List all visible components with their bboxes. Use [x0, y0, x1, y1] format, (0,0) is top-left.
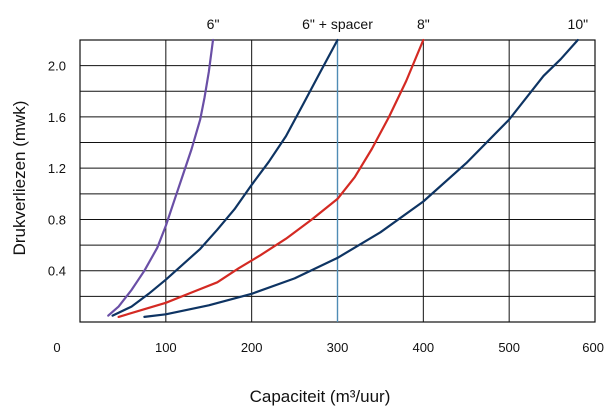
x-tick-label: 400	[412, 340, 434, 355]
series-labels: 6" 6" + spacer 8" 10"	[207, 16, 588, 32]
series-line-0	[107, 38, 215, 317]
x-tick-label: 100	[155, 340, 177, 355]
x-tick-label: 600	[582, 340, 604, 355]
y-axis-title: Drukverliezen (mwk)	[10, 101, 29, 256]
y-tick-label: 1.6	[48, 110, 66, 125]
series-label-1: 6" + spacer	[302, 16, 373, 32]
y-tick-label: 2.0	[48, 59, 66, 74]
x-tick-label: 200	[241, 340, 263, 355]
y-tick-label: 0.8	[48, 212, 66, 227]
y-tick-label: 0.4	[48, 264, 66, 279]
x-tick-label: 0	[53, 340, 60, 355]
x-tick-label: 300	[327, 340, 349, 355]
chart-series	[107, 38, 579, 318]
y-tick-label: 1.2	[48, 161, 66, 176]
series-label-3: 10"	[568, 16, 589, 32]
x-axis-title: Capaciteit (m³/uur)	[250, 387, 391, 406]
x-tick-label: 500	[498, 340, 520, 355]
series-label-0: 6"	[207, 16, 220, 32]
series-line-3	[143, 38, 579, 318]
series-label-2: 8"	[417, 16, 430, 32]
series-line-1	[111, 38, 339, 317]
chart-ticks: 0 100 200 300 400 500 600 0.4 0.8 1.2 1.6 2.0	[48, 59, 604, 355]
series-line-2	[117, 38, 425, 318]
